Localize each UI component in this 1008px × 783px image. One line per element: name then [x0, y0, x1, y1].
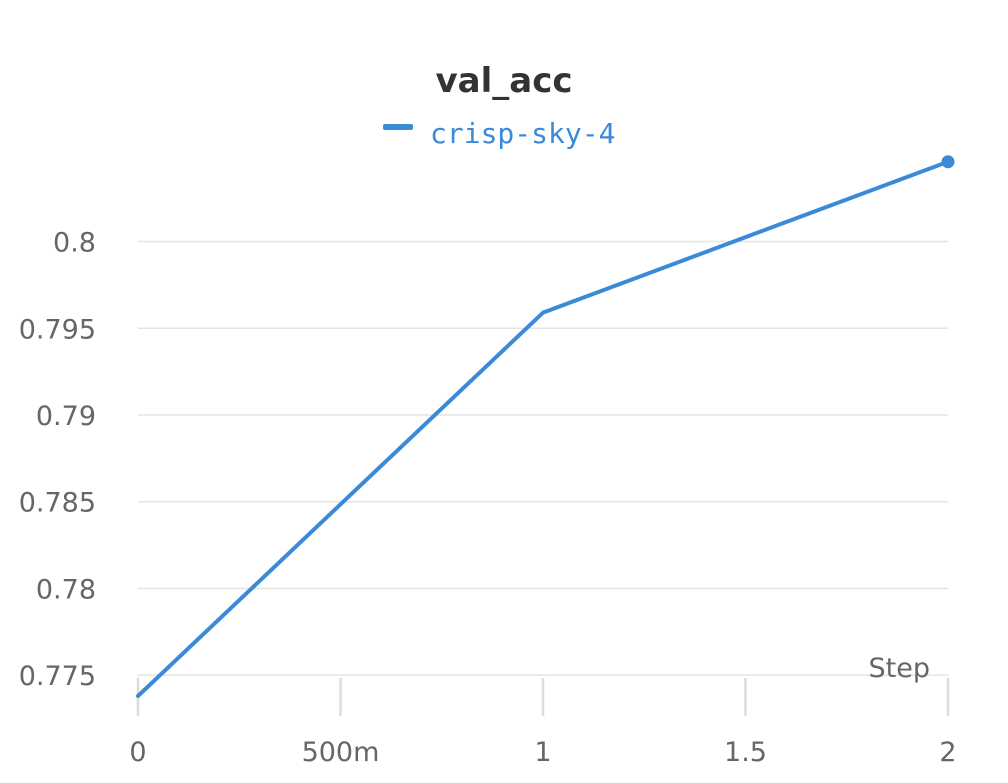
x-axis: 0 500m 1 1.5 2 [129, 678, 957, 768]
series-endpoint[interactable] [941, 155, 955, 169]
series-line [136, 159, 950, 698]
legend-swatch [383, 124, 413, 130]
legend[interactable]: crisp-sky-4 [383, 117, 615, 150]
y-tick-label: 0.775 [19, 661, 96, 692]
x-tick-label: 0 [129, 737, 146, 768]
y-tick-label: 0.8 [53, 228, 96, 259]
y-tick-label: 0.78 [36, 574, 96, 605]
legend-label: crisp-sky-4 [430, 117, 615, 150]
series [136, 155, 955, 698]
x-tick-label: 1 [534, 737, 551, 768]
y-tick-label: 0.79 [36, 401, 96, 432]
y-axis: 0.775 0.78 0.785 0.79 0.795 0.8 [19, 228, 96, 693]
grid [138, 240, 948, 676]
chart-title: val_acc [435, 61, 572, 101]
x-tick-label: 2 [939, 737, 956, 768]
x-tick-label: 500m [302, 737, 380, 768]
y-tick-label: 0.795 [19, 314, 96, 345]
y-tick-label: 0.785 [19, 488, 96, 519]
x-tick-label: 1.5 [724, 737, 767, 768]
x-axis-label: Step [869, 653, 930, 684]
